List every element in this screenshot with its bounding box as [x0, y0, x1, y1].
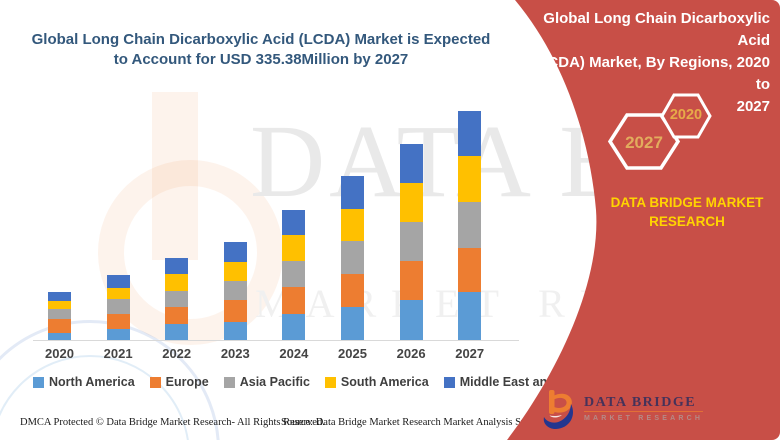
segment-north-america: [282, 313, 306, 340]
segment-south-america: [165, 274, 189, 292]
x-axis-label-2020: 2020: [45, 346, 74, 361]
bar-2020: [48, 292, 71, 340]
footer-source-text: Source: Data Bridge Market Research Mark…: [281, 417, 564, 428]
segment-asia-pacific: [106, 299, 130, 315]
chart-title-line1: Global Long Chain Dicarboxylic Acid (LCD…: [31, 31, 491, 48]
bar-2022: [165, 258, 189, 340]
brand-name-line2: RESEARCH: [649, 214, 725, 229]
data-bridge-logo-icon: [543, 390, 574, 430]
stacked-bar-chart: 2020 2021 2022 2023 2024 2025 2026 2027: [33, 95, 519, 361]
bar-2026: [399, 144, 423, 340]
legend-label: North America: [49, 375, 135, 389]
segment-middle-east-and-africa: [458, 110, 482, 157]
legend-label: South America: [340, 375, 429, 389]
segment-middle-east-and-africa: [223, 242, 247, 262]
x-axis-label-2021: 2021: [103, 346, 133, 361]
logo-subtitle: MARKET RESEARCH: [584, 415, 704, 422]
segment-asia-pacific: [341, 240, 364, 275]
x-axis-label-2023: 2023: [220, 346, 250, 361]
chart-title: Global Long Chain Dicarboxylic Acid (LCD…: [30, 30, 492, 70]
panel-title-line3: 2027: [736, 98, 770, 115]
company-logo: DATA BRIDGE MARKET RESEARCH: [542, 389, 704, 431]
segment-north-america: [106, 328, 130, 340]
logo-title: DATA BRIDGE: [584, 395, 704, 412]
segment-asia-pacific: [282, 260, 306, 288]
segment-middle-east-and-africa: [341, 176, 364, 210]
segment-middle-east-and-africa: [106, 275, 130, 288]
legend-swatch: [324, 376, 336, 388]
x-axis-label-2027: 2027: [455, 346, 485, 361]
bar-2023: [223, 242, 247, 340]
bar-2024: [282, 210, 306, 340]
footer-dmca-text: DMCA Protected © Data Bridge Market Rese…: [20, 417, 325, 428]
segment-europe: [399, 260, 423, 300]
segment-asia-pacific: [223, 280, 247, 300]
segment-south-america: [399, 183, 423, 223]
segment-south-america: [282, 234, 306, 261]
chart-legend: North America Europe Asia Pacific South Ame…: [33, 375, 593, 389]
segment-europe: [48, 319, 71, 333]
segment-europe: [223, 299, 247, 322]
segment-europe: [106, 314, 130, 329]
year-hexagons: [607, 93, 712, 170]
x-axis-label-2025: 2025: [338, 346, 367, 361]
legend-item-asia-pacific: Asia Pacific: [223, 375, 310, 389]
red-side-panel: [507, 0, 780, 440]
legend-item-north-america: North America: [33, 375, 135, 389]
hexagon-2020: [660, 93, 712, 139]
segment-middle-east-and-africa: [165, 258, 189, 275]
segment-middle-east-and-africa: [282, 210, 306, 235]
segment-north-america: [165, 324, 189, 340]
legend-item-europe: Europe: [149, 375, 209, 389]
segment-north-america: [48, 332, 71, 340]
segment-south-america: [458, 156, 482, 203]
segment-europe: [165, 307, 189, 325]
segment-asia-pacific: [458, 202, 482, 248]
legend-swatch: [149, 376, 161, 388]
segment-europe: [282, 287, 306, 314]
segment-south-america: [48, 301, 71, 310]
segment-south-america: [106, 287, 130, 300]
brand-name: DATA BRIDGE MARKET RESEARCH: [598, 193, 776, 231]
segment-middle-east-and-africa: [48, 292, 71, 302]
hexagon-2027: [607, 113, 681, 170]
bar-2025: [341, 176, 364, 340]
hexagon-2020-label: 2020: [669, 107, 703, 123]
segment-north-america: [341, 306, 364, 340]
brand-name-line1: DATA BRIDGE MARKET: [610, 195, 764, 210]
legend-swatch: [33, 376, 44, 388]
segment-north-america: [458, 292, 482, 340]
legend-item-south-america: South America: [324, 375, 429, 389]
segment-asia-pacific: [48, 309, 71, 320]
segment-europe: [458, 247, 482, 293]
legend-label: Asia Pacific: [239, 375, 310, 389]
segment-south-america: [223, 261, 247, 281]
x-axis-label-2022: 2022: [162, 346, 192, 361]
segment-south-america: [341, 209, 364, 241]
panel-title: Global Long Chain Dicarboxylic Acid (LCD…: [520, 8, 770, 118]
legend-label: Europe: [165, 375, 209, 389]
segment-middle-east-and-africa: [399, 144, 423, 184]
x-axis-label-2026: 2026: [396, 346, 426, 361]
segment-asia-pacific: [165, 291, 189, 308]
panel-title-line1: Global Long Chain Dicarboxylic Acid: [543, 10, 770, 49]
panel-title-line2: (LCDA) Market, By Regions, 2020 to: [533, 54, 770, 93]
legend-swatch: [223, 376, 235, 388]
segment-europe: [341, 274, 364, 307]
logo-text: DATA BRIDGE MARKET RESEARCH: [584, 395, 704, 422]
segment-north-america: [223, 321, 247, 340]
bar-2027: [458, 110, 482, 340]
segment-asia-pacific: [399, 222, 423, 261]
x-axis-label-2024: 2024: [279, 346, 309, 361]
bar-2021: [106, 275, 130, 340]
chart-title-line2: to Account for USD 335.38Million by 2027: [113, 51, 409, 68]
legend-swatch: [443, 376, 455, 388]
hexagon-2027-label: 2027: [625, 133, 663, 152]
segment-north-america: [399, 299, 423, 340]
